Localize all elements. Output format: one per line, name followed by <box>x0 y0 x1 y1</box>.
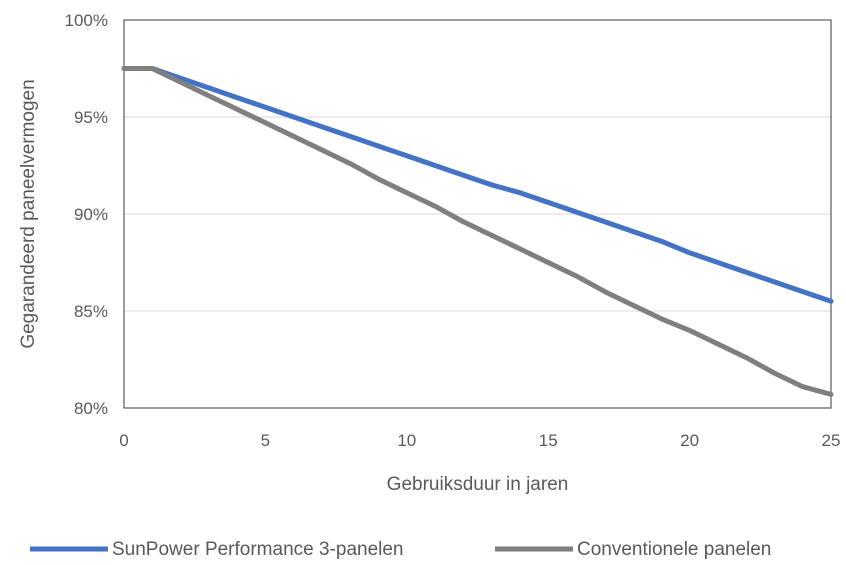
series-lines <box>121 66 834 397</box>
series-line-1 <box>121 66 834 304</box>
x-tick-label: 0 <box>119 431 128 450</box>
x-axis-title: Gebruiksduur in jaren <box>387 474 569 495</box>
gridlines <box>124 116 831 312</box>
legend: SunPower Performance 3-panelen Convention… <box>30 539 771 560</box>
y-tick-label: 90% <box>74 205 108 224</box>
y-tick-label: 80% <box>74 399 108 418</box>
y-tick-label: 85% <box>74 302 108 321</box>
x-tick-label: 20 <box>680 431 699 450</box>
x-tick-label: 5 <box>261 431 270 450</box>
x-tick-label: 25 <box>822 431 841 450</box>
x-tick-label: 15 <box>539 431 558 450</box>
y-tick-label: 95% <box>74 108 108 127</box>
y-axis-title: Gegarandeerd paneelvermogen <box>18 79 39 348</box>
plot-area-border <box>123 19 832 409</box>
y-axis-tick-labels: 80% 85% 90% 95% 100% <box>65 11 108 418</box>
legend-label: SunPower Performance 3-panelen <box>112 539 404 560</box>
x-axis-tick-labels: 0 5 10 15 20 25 <box>119 431 840 450</box>
x-tick-label: 10 <box>397 431 416 450</box>
series-line-2 <box>121 66 834 397</box>
y-tick-label: 100% <box>65 11 108 30</box>
legend-label: Conventionele panelen <box>577 539 771 560</box>
